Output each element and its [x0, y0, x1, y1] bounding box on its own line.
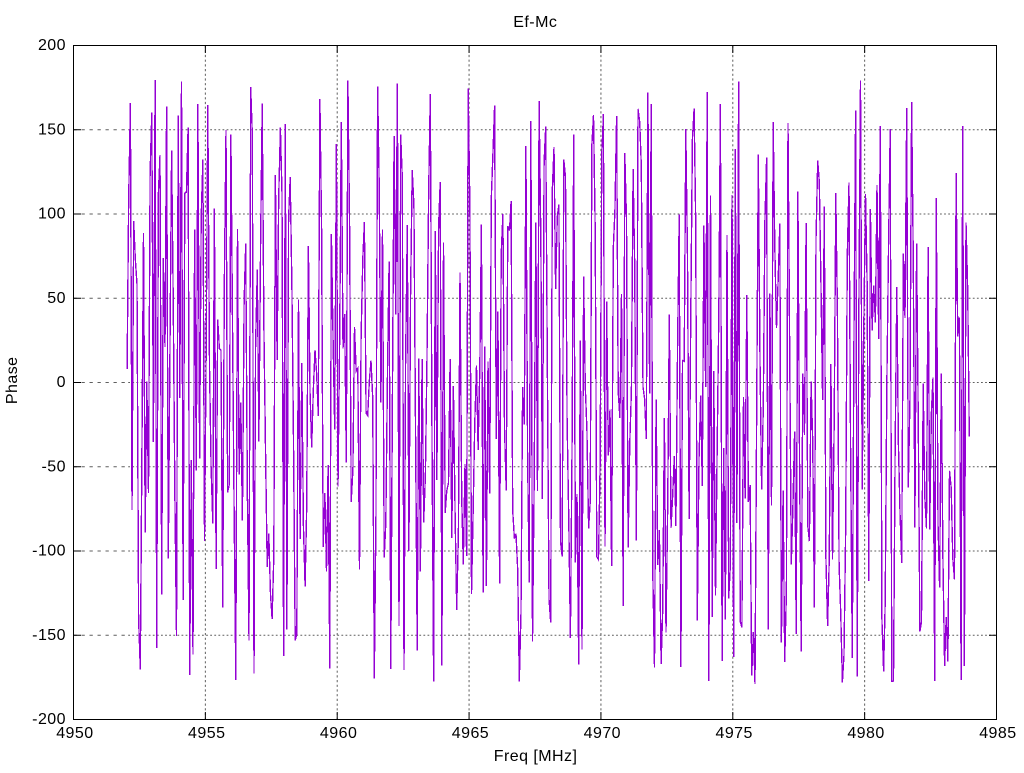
- svg-text:-150: -150: [32, 627, 66, 644]
- svg-text:150: 150: [38, 121, 66, 138]
- svg-text:200: 200: [38, 37, 66, 54]
- svg-text:4970: 4970: [584, 725, 621, 742]
- svg-text:0: 0: [57, 374, 66, 391]
- svg-text:-100: -100: [32, 543, 66, 560]
- svg-text:4975: 4975: [715, 725, 752, 742]
- svg-text:4950: 4950: [56, 725, 93, 742]
- svg-text:-50: -50: [42, 458, 66, 475]
- svg-text:4955: 4955: [188, 725, 225, 742]
- svg-text:Phase: Phase: [4, 356, 21, 404]
- svg-text:4965: 4965: [452, 725, 489, 742]
- svg-text:Freq [MHz]: Freq [MHz]: [494, 748, 578, 765]
- svg-text:4960: 4960: [320, 725, 357, 742]
- svg-text:-200: -200: [32, 711, 66, 728]
- svg-text:4980: 4980: [847, 725, 884, 742]
- svg-text:100: 100: [38, 206, 66, 223]
- svg-text:4985: 4985: [979, 725, 1016, 742]
- svg-text:Ef-Mc: Ef-Mc: [513, 14, 557, 31]
- svg-text:50: 50: [47, 290, 66, 307]
